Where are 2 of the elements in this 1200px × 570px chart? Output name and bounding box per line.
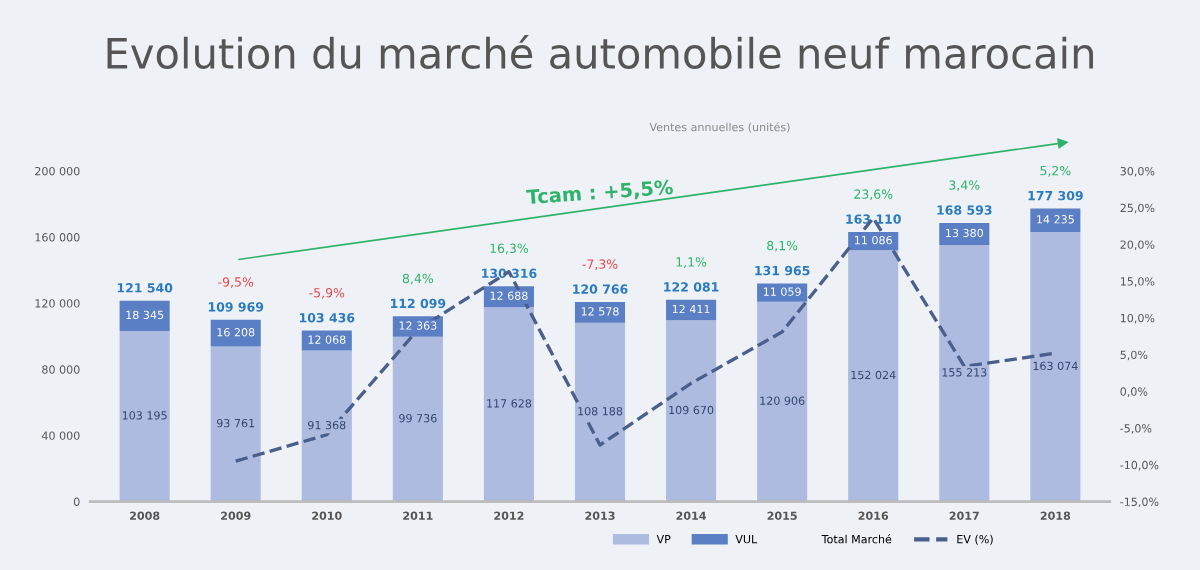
chart-title: Evolution du marché automobile neuf marocain [107,35,1093,69]
annotation: Tcam : +5,5% [526,179,674,207]
